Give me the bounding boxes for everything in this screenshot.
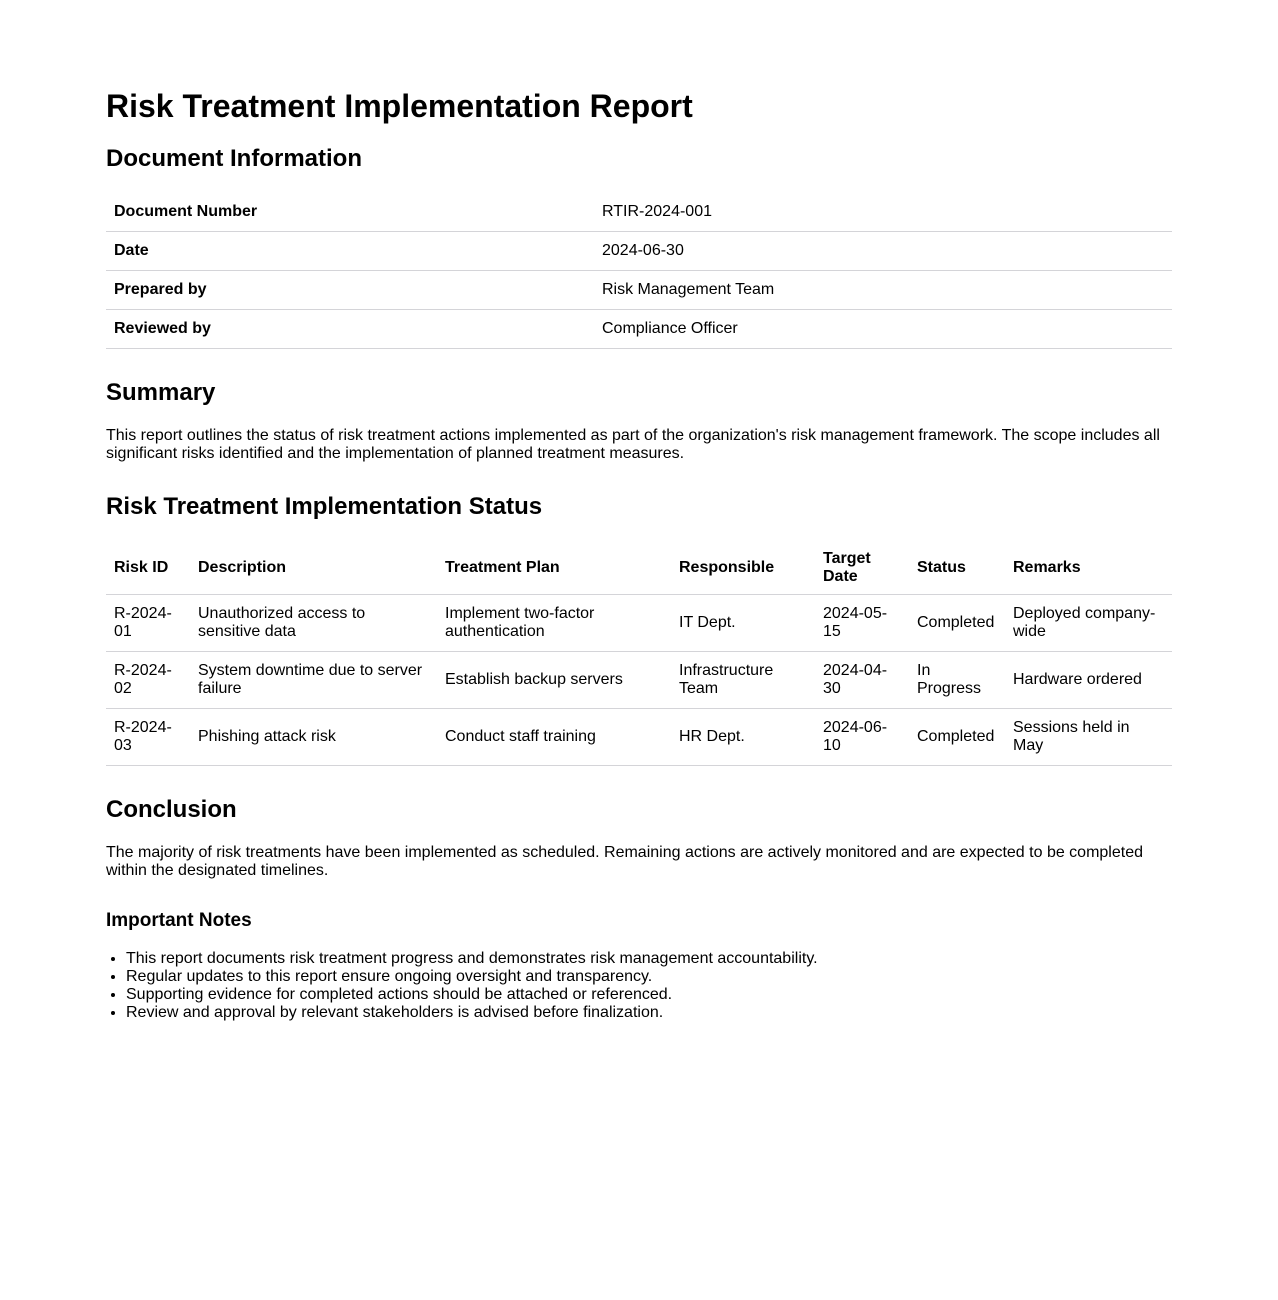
- status-heading: Risk Treatment Implementation Status: [106, 493, 543, 520]
- page-title: Risk Treatment Implementation Report: [106, 88, 693, 124]
- table-cell: Completed: [917, 614, 995, 631]
- table-cell: Infrastructure Team: [679, 662, 774, 697]
- column-header: Status: [917, 558, 966, 576]
- table-cell: R-2024-02: [114, 662, 172, 697]
- column-header: Treatment Plan: [445, 558, 560, 576]
- column-header: Remarks: [1013, 558, 1081, 576]
- table-cell: 2024-04-30: [823, 662, 888, 697]
- info-label: Reviewed by: [114, 320, 211, 337]
- info-label: Date: [114, 242, 149, 259]
- table-cell: Unauthorized access to sensitive data: [198, 605, 366, 640]
- document-information-heading: Document Information: [106, 145, 362, 172]
- info-row: Document Number RTIR-2024-001: [106, 193, 1172, 232]
- important-notes-list: This report documents risk treatment pro…: [106, 950, 1172, 1022]
- table-cell: Hardware ordered: [1013, 671, 1142, 688]
- table-cell: System downtime due to server failure: [198, 662, 423, 697]
- table-row: R-2024-03 Phishing attack risk Conduct sta…: [106, 709, 1172, 766]
- table-cell: Establish backup servers: [445, 671, 623, 688]
- note-item: This report documents risk treatment pro…: [126, 950, 1172, 968]
- column-header: Responsible: [679, 558, 775, 576]
- summary-heading: Summary: [106, 379, 216, 406]
- info-value: RTIR-2024-001: [602, 203, 712, 220]
- table-cell: Phishing attack risk: [198, 728, 336, 745]
- info-row: Date 2024-06-30: [106, 232, 1172, 271]
- info-row: Prepared by Risk Management Team: [106, 271, 1172, 310]
- table-cell: Conduct staff training: [445, 728, 596, 745]
- document-information-table: Document Number RTIR-2024-001 Date 2024-06-…: [106, 193, 1172, 349]
- info-value: Compliance Officer: [602, 320, 738, 337]
- report-page: Risk Treatment Implementation Report Doc…: [0, 0, 1278, 1022]
- table-cell: 2024-06-10: [823, 719, 888, 754]
- conclusion-heading: Conclusion: [106, 796, 237, 823]
- table-cell: HR Dept.: [679, 728, 745, 745]
- table-cell: R-2024-01: [114, 605, 172, 640]
- table-cell: In Progress: [917, 662, 982, 697]
- note-item: Supporting evidence for completed action…: [126, 986, 1172, 1004]
- table-cell: 2024-05-15: [823, 605, 888, 640]
- table-cell: Deployed company-wide: [1013, 605, 1156, 640]
- summary-text: This report outlines the status of risk …: [106, 427, 1160, 462]
- table-row: R-2024-01 Unauthorized access to sensitiv…: [106, 595, 1172, 652]
- column-header: Description: [198, 558, 287, 576]
- info-label: Prepared by: [114, 281, 207, 298]
- table-row: R-2024-02 System downtime due to server f…: [106, 652, 1172, 709]
- table-cell: Completed: [917, 728, 995, 745]
- important-notes-heading: Important Notes: [106, 910, 252, 931]
- table-cell: Implement two-factor authentication: [445, 605, 595, 640]
- note-item: Regular updates to this report ensure on…: [126, 968, 1172, 986]
- table-cell: R-2024-03: [114, 719, 172, 754]
- column-header: Risk ID: [114, 558, 169, 576]
- column-header: Target Date: [823, 549, 871, 585]
- info-row: Reviewed by Compliance Officer: [106, 310, 1172, 349]
- info-value: 2024-06-30: [602, 242, 684, 259]
- note-item: Review and approval by relevant stakehol…: [126, 1004, 1172, 1022]
- table-cell: Sessions held in May: [1013, 719, 1130, 754]
- info-value: Risk Management Team: [602, 281, 775, 298]
- risk-treatment-status-table: Risk ID Description Treatment Plan Responsi…: [106, 541, 1172, 766]
- table-cell: IT Dept.: [679, 614, 736, 631]
- info-label: Document Number: [114, 203, 258, 220]
- conclusion-text: The majority of risk treatments have bee…: [106, 844, 1143, 879]
